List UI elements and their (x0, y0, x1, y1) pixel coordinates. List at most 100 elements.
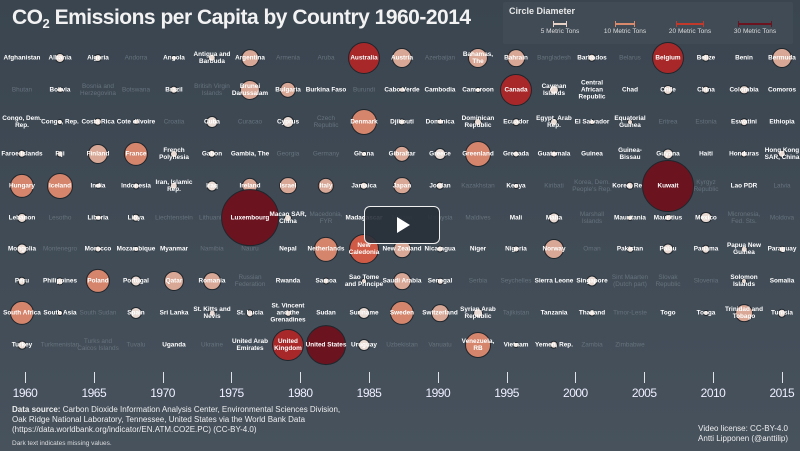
country-label: Oman (583, 245, 601, 253)
country-label: United Kingdom (274, 338, 302, 353)
legend-item: 10 Metric Tons (590, 20, 660, 35)
country-bubble (56, 150, 64, 158)
legend-label: 30 Metric Tons (733, 28, 777, 35)
timeline-tick (231, 372, 233, 383)
country-label: Somalia (769, 277, 795, 285)
country-bubble (550, 150, 558, 158)
country-label: Sudan (316, 309, 336, 317)
country-label: Macao SAR, China (269, 210, 307, 225)
country-bubble (702, 310, 710, 317)
country-bubble (778, 246, 786, 253)
timeline-year-label[interactable]: 1965 (81, 386, 107, 400)
country-bubble (203, 272, 221, 291)
legend-label: 5 Metric Tons (540, 28, 580, 35)
timeline-year-label[interactable]: 2010 (700, 386, 726, 400)
country-label: Albania (48, 54, 72, 62)
play-button[interactable] (364, 206, 440, 244)
country-label: Palau (659, 245, 677, 253)
country-label: Cambodia (424, 86, 456, 94)
timeline-year-label[interactable]: 2000 (563, 386, 588, 400)
country-label: Kenya (506, 182, 526, 190)
country-label: Benin (735, 54, 753, 62)
country-label: St. Vincent and the Grenadines (270, 302, 306, 324)
timeline-year-label[interactable]: 1990 (425, 386, 451, 400)
country-label: Peru (14, 277, 30, 285)
country-label: Slovak Republic (655, 274, 681, 289)
legend: Circle Diameter 5 Metric Tons 10 Metric T… (503, 2, 793, 44)
country-bubble (701, 53, 711, 63)
timeline-year-label[interactable]: 1970 (150, 386, 175, 400)
country-label: Ukraine (200, 341, 224, 349)
legend-item: 5 Metric Tons (525, 20, 595, 35)
country-label: Mozambique (116, 245, 156, 253)
country-label: Netherlands (307, 245, 345, 253)
country-label: Lesotho (48, 214, 72, 221)
country-bubble (771, 47, 793, 69)
country-label: Burkina Faso (305, 86, 347, 94)
country-label: Belgium (655, 54, 681, 62)
timeline-year-label[interactable]: 1995 (494, 386, 519, 400)
country-bubble (9, 301, 35, 326)
country-label: Italy (319, 182, 333, 190)
timeline-tick (644, 372, 646, 383)
bubble-grid: Afghanistan Albania Algeria Andorra Angola An… (8, 41, 795, 366)
country-label: Costa Rica (81, 118, 115, 126)
legend-item: 30 Metric Tons (720, 20, 790, 35)
country-bubble (435, 181, 445, 190)
country-bubble (548, 211, 560, 224)
country-label: Estonia (695, 118, 717, 126)
timeline-tick (437, 372, 439, 383)
country-bubble (163, 271, 185, 292)
timeline-year-label[interactable]: 2015 (769, 386, 795, 400)
country-bubble (588, 309, 596, 317)
license-info: Video license: CC-BY-4.0 Antti Lipponen (… (698, 424, 788, 443)
country-bubble (206, 180, 218, 192)
country-label: Papua New Guinea (726, 242, 762, 257)
country-label: Kuwait (657, 182, 679, 190)
timeline-year-label[interactable]: 1985 (356, 386, 382, 400)
country-label: Algeria (87, 54, 109, 62)
country-bubble (317, 177, 335, 194)
country-bubble (664, 213, 672, 222)
country-bubble (169, 181, 179, 190)
country-bubble (740, 246, 748, 253)
country-label: Tunisia (771, 309, 793, 317)
country-bubble (93, 117, 103, 126)
country-bubble (94, 245, 102, 253)
country-label: India (90, 182, 106, 190)
country-label: Malaysia (427, 214, 453, 221)
country-label: Haiti (699, 150, 713, 158)
country-label: Tajikistan (502, 309, 530, 317)
country-bubble (358, 339, 370, 352)
country-bubble (549, 117, 559, 126)
country-bubble (436, 278, 444, 285)
country-bubble (94, 182, 102, 189)
country-bubble (271, 329, 305, 362)
country-bubble (17, 149, 27, 158)
timeline-year-label[interactable]: 1975 (219, 386, 244, 400)
country-label: Belarus (619, 54, 641, 62)
legend-title: Circle Diameter (509, 6, 576, 16)
country-label: Antigua and Barbuda (193, 51, 231, 65)
country-bubble (398, 118, 406, 126)
timeline-year-label[interactable]: 1960 (12, 386, 38, 400)
country-label: Hungary (9, 182, 35, 190)
country-label: Lebanon (8, 214, 36, 221)
country-label: United States (305, 341, 347, 349)
country-bubble (279, 81, 297, 99)
country-bubble (16, 212, 28, 223)
country-label: French Polynesia (159, 146, 189, 161)
country-label: Iceland (48, 182, 72, 190)
timeline-tick (713, 372, 714, 383)
timeline-year-label[interactable]: 2005 (631, 386, 657, 400)
country-label: Bolivia (49, 86, 71, 94)
country-label: Iran, Islamic Rep. (155, 178, 193, 193)
country-bubble (283, 213, 293, 222)
country-bubble (322, 277, 330, 285)
country-label: Panama (693, 245, 719, 253)
country-label: Montenegro (42, 245, 78, 253)
country-bubble (56, 118, 64, 125)
country-label: Jordan (429, 182, 451, 190)
timeline-year-label[interactable]: 1980 (287, 386, 313, 400)
country-label: Maldives (465, 214, 491, 221)
